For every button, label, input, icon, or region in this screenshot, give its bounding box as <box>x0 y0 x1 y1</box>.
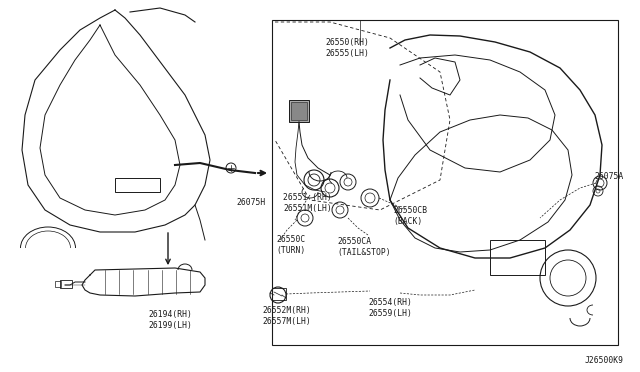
Bar <box>272 288 286 300</box>
Text: 26194(RH)
26199(LH): 26194(RH) 26199(LH) <box>148 310 192 330</box>
Bar <box>60 280 72 288</box>
Bar <box>55 281 61 287</box>
Bar <box>291 102 307 120</box>
Text: 26550C
(TURN): 26550C (TURN) <box>276 235 305 255</box>
Bar <box>272 20 618 345</box>
Text: 26551 (RH)
26551M(LH): 26551 (RH) 26551M(LH) <box>283 193 332 213</box>
Bar <box>289 100 309 122</box>
Bar <box>115 178 160 192</box>
Text: 26550CA
(TAIL&STOP): 26550CA (TAIL&STOP) <box>337 237 390 257</box>
Text: 26554(RH)
26559(LH): 26554(RH) 26559(LH) <box>368 298 412 318</box>
Text: 26552M(RH)
26557M(LH): 26552M(RH) 26557M(LH) <box>262 306 311 326</box>
Text: J26500K9: J26500K9 <box>585 356 624 365</box>
Text: 26075A: 26075A <box>594 172 623 181</box>
Text: 26075H: 26075H <box>236 198 265 207</box>
Text: 26550(RH)
26555(LH): 26550(RH) 26555(LH) <box>325 38 369 58</box>
Text: 26550CB
(BACK): 26550CB (BACK) <box>393 206 427 226</box>
Bar <box>490 240 545 275</box>
